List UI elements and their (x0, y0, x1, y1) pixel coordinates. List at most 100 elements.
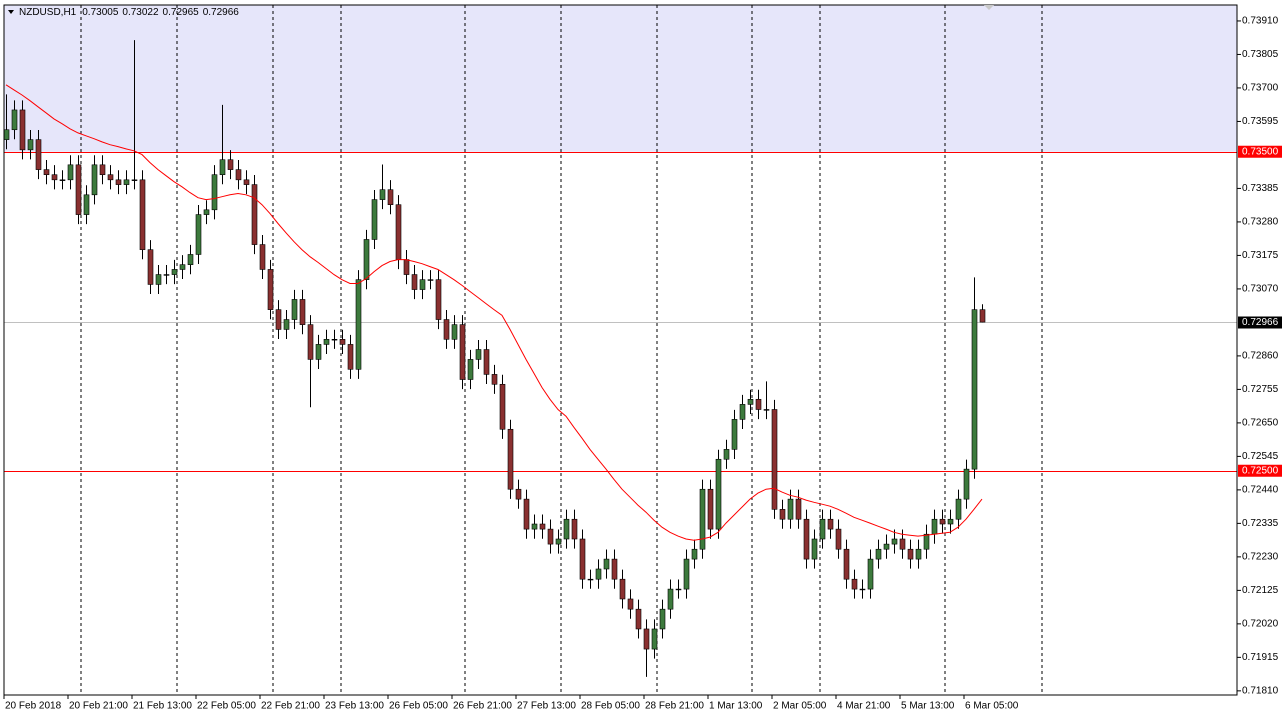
candle-body (227, 159, 234, 170)
x-tick-label: 4 Mar 21:00 (837, 701, 891, 712)
candle-body (123, 179, 130, 185)
x-tick-label: 28 Feb 21:00 (645, 701, 704, 712)
candle-body (115, 179, 122, 185)
candle-body (75, 164, 82, 215)
x-tick-label: 26 Feb 05:00 (389, 701, 448, 712)
candle-body (947, 518, 954, 525)
candle-body (851, 578, 858, 590)
x-tick-label: 23 Feb 13:00 (325, 701, 384, 712)
candle-body (35, 139, 42, 170)
y-tick-label: 0.73805 (1242, 49, 1279, 60)
y-tick-label: 0.72860 (1242, 351, 1279, 362)
candle-body (683, 558, 690, 590)
candle-body (419, 279, 426, 290)
x-tick-label: 20 Feb 21:00 (69, 701, 128, 712)
candle-body (803, 518, 810, 560)
candle-body (619, 578, 626, 600)
candle-body (347, 344, 354, 370)
price-label-box (1238, 316, 1282, 329)
candle-body (235, 169, 242, 181)
candle-body (363, 239, 370, 280)
candle-body (827, 518, 834, 530)
y-tick-label: 0.73175 (1242, 250, 1279, 261)
candle-body (187, 254, 194, 265)
y-tick-label: 0.71810 (1242, 685, 1279, 696)
candle-body (699, 488, 706, 550)
y-tick-label: 0.72650 (1242, 418, 1279, 429)
candle-body (83, 194, 90, 215)
candle-body (723, 449, 730, 460)
level-label: 0.72500 (1242, 465, 1279, 476)
candle-body (779, 509, 786, 520)
candle-body (131, 179, 138, 181)
candle-body (299, 299, 306, 325)
y-tick-label: 0.72440 (1242, 485, 1279, 496)
level-label: 0.73500 (1242, 146, 1279, 157)
candle-body (531, 523, 538, 530)
candle-body (579, 538, 586, 580)
candle-body (339, 339, 346, 345)
candle-body (267, 269, 274, 310)
candle-body (251, 184, 258, 245)
level-zone (4, 5, 1237, 152)
x-tick-label: 22 Feb 21:00 (261, 701, 320, 712)
candle-body (659, 608, 666, 630)
x-tick-label: 2 Mar 05:00 (773, 701, 827, 712)
candle-body (219, 159, 226, 176)
candle-body (899, 538, 906, 550)
candle-body (179, 264, 186, 270)
candle-body (451, 324, 458, 340)
candle-body (627, 598, 634, 610)
candle-body (963, 468, 970, 500)
candle-body (979, 309, 986, 323)
header-high: 0.73022 (122, 7, 159, 18)
header-arrow (8, 10, 14, 14)
candle-body (523, 498, 530, 530)
candle-body (915, 548, 922, 560)
x-tick-label: 27 Feb 13:00 (517, 701, 576, 712)
candle-body (547, 528, 554, 545)
x-tick-label: 6 Mar 05:00 (965, 701, 1019, 712)
candle-body (243, 179, 250, 185)
chart-header: NZDUSD,H1 0.73005 0.73022 0.72965 0.72966 (19, 7, 239, 18)
candle-body (923, 533, 930, 550)
candle-body (443, 319, 450, 340)
candle-body (939, 518, 946, 525)
y-tick-label: 0.71915 (1242, 652, 1279, 663)
candle-body (99, 164, 106, 176)
candle-body (387, 189, 394, 205)
candle-body (51, 174, 58, 181)
candle-body (195, 214, 202, 255)
candle-body (971, 309, 978, 470)
candle-body (259, 244, 266, 270)
y-tick-label: 0.72755 (1242, 384, 1279, 395)
candle-body (139, 179, 146, 250)
candle-body (675, 588, 682, 591)
candle-body (571, 518, 578, 540)
x-tick-label: 20 Feb 2018 (5, 701, 62, 712)
candle-body (491, 374, 498, 385)
plot-area (3, 5, 1237, 695)
candle-body (355, 279, 362, 370)
y-tick-label: 0.73910 (1242, 16, 1279, 27)
candle-body (427, 279, 434, 281)
candle-body (763, 409, 770, 411)
candle-body (515, 488, 522, 500)
candle-body (867, 558, 874, 590)
candle-body (27, 139, 34, 151)
candle-body (707, 488, 714, 530)
candle-body (91, 164, 98, 196)
candle-body (747, 398, 754, 405)
candle-body (795, 498, 802, 520)
candle-body (435, 279, 442, 320)
header-close: 0.72966 (203, 7, 240, 18)
candle-body (107, 174, 114, 181)
candle-body (955, 498, 962, 520)
candle-body (739, 404, 746, 420)
candle-body (43, 169, 50, 176)
candle-body (555, 538, 562, 545)
candle-body (483, 349, 490, 375)
candle-body (203, 209, 210, 215)
x-tick-label: 26 Feb 21:00 (453, 701, 512, 712)
